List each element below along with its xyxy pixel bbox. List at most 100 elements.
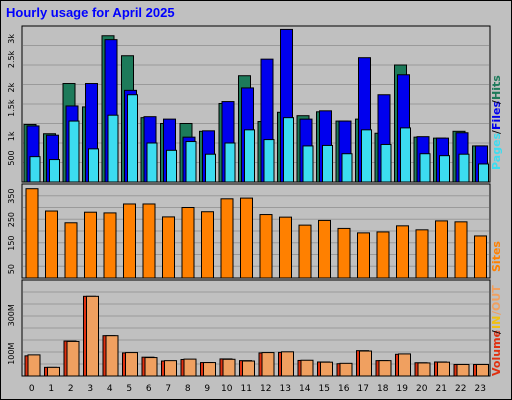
bar-out bbox=[437, 361, 450, 377]
bar-sites bbox=[64, 222, 78, 279]
y-tick-label: 350 bbox=[7, 188, 16, 203]
bar-sites bbox=[162, 216, 175, 279]
x-tick-label: 0 bbox=[29, 384, 35, 394]
bar-pages bbox=[185, 141, 197, 183]
bar-out bbox=[476, 363, 489, 377]
x-tick-label: 7 bbox=[165, 384, 171, 394]
bar-sites bbox=[220, 198, 234, 279]
y-tick-label: 2.5k bbox=[7, 50, 16, 68]
bar-out bbox=[320, 361, 333, 377]
y-tick-label: 1.5k bbox=[7, 99, 16, 117]
bar-out bbox=[47, 366, 60, 377]
bar-sites bbox=[103, 212, 117, 279]
bar-sites bbox=[454, 221, 468, 279]
x-tick-label: 10 bbox=[221, 384, 233, 394]
bar-sites bbox=[240, 197, 253, 279]
bar-pages bbox=[29, 156, 41, 183]
bar-out bbox=[456, 363, 470, 377]
x-tick-label: 20 bbox=[416, 384, 428, 394]
bar-sites bbox=[415, 229, 429, 279]
bar-sites bbox=[337, 227, 351, 279]
bar-out bbox=[86, 295, 99, 377]
bar-out bbox=[27, 354, 41, 377]
bar-pages bbox=[322, 144, 333, 183]
x-tick-label: 3 bbox=[87, 384, 93, 394]
bar-sites bbox=[435, 220, 448, 279]
bar-sites bbox=[201, 211, 214, 279]
x-tick-label: 1 bbox=[48, 384, 54, 394]
bar-pages bbox=[283, 117, 294, 183]
legend-in: IN bbox=[490, 316, 503, 329]
bar-sites bbox=[318, 219, 331, 279]
legend-sep-1: / bbox=[490, 130, 503, 134]
bar-pages bbox=[88, 148, 99, 183]
bar-sites bbox=[298, 224, 312, 279]
bar-pages bbox=[380, 143, 392, 183]
y-tick-label: 100M bbox=[7, 343, 16, 365]
bar-out bbox=[105, 335, 119, 377]
bar-out bbox=[125, 352, 138, 377]
bar-pages bbox=[263, 139, 275, 183]
bar-pages bbox=[205, 153, 216, 183]
bar-sites bbox=[357, 232, 370, 279]
bar-pages bbox=[361, 129, 372, 183]
bar-sites bbox=[259, 214, 273, 279]
bar-pages bbox=[478, 163, 489, 183]
bar-pages bbox=[127, 94, 138, 183]
bar-pages bbox=[49, 159, 60, 183]
bar-sites bbox=[25, 188, 39, 279]
x-tick-label: 15 bbox=[319, 384, 330, 394]
x-tick-label: 18 bbox=[377, 384, 389, 394]
bar-pages bbox=[458, 153, 470, 183]
bar-out bbox=[261, 352, 275, 377]
bar-out bbox=[144, 357, 158, 377]
x-tick-label: 11 bbox=[241, 384, 252, 394]
bar-sites bbox=[396, 225, 409, 279]
bar-out bbox=[359, 350, 372, 377]
bar-out bbox=[398, 353, 411, 377]
bar-sites bbox=[142, 203, 156, 279]
bar-sites bbox=[279, 216, 292, 279]
bar-out bbox=[66, 340, 80, 377]
x-tick-label: 9 bbox=[204, 384, 210, 394]
x-tick-label: 8 bbox=[185, 384, 191, 394]
legend-files: Files bbox=[490, 100, 503, 130]
bar-out bbox=[183, 358, 197, 377]
x-tick-label: 12 bbox=[260, 384, 271, 394]
x-tick-label: 19 bbox=[397, 384, 409, 394]
legend-sep-2: / bbox=[490, 100, 503, 104]
bar-pages bbox=[341, 153, 353, 183]
bar-out bbox=[281, 351, 294, 377]
bar-out bbox=[242, 360, 255, 377]
y-tick-label: 2k bbox=[7, 82, 16, 92]
legend-hits: Hits bbox=[490, 75, 503, 100]
legend-sep-3: / bbox=[490, 330, 503, 334]
bar-pages bbox=[166, 149, 177, 183]
x-tick-label: 13 bbox=[280, 384, 291, 394]
bar-pages bbox=[68, 120, 80, 183]
bar-sites bbox=[45, 210, 58, 279]
x-tick-label: 6 bbox=[146, 384, 152, 394]
x-tick-label: 2 bbox=[68, 384, 74, 394]
bar-pages bbox=[439, 155, 450, 183]
bar-out bbox=[222, 358, 236, 377]
bar-out bbox=[339, 362, 353, 377]
bar-out bbox=[378, 360, 392, 377]
bar-pages bbox=[146, 142, 158, 183]
x-tick-label: 16 bbox=[338, 384, 350, 394]
bar-out bbox=[164, 360, 177, 377]
chart-title: Hourly usage for April 2025 bbox=[6, 5, 175, 20]
y-tick-label: 50 bbox=[7, 264, 16, 274]
bar-sites bbox=[84, 211, 97, 279]
y-tick-label: 300M bbox=[7, 304, 16, 326]
legend-sites: Sites bbox=[490, 241, 503, 272]
legend-out: /OUT bbox=[490, 285, 503, 315]
x-tick-label: 22 bbox=[455, 384, 466, 394]
bar-pages bbox=[400, 127, 411, 183]
bar-out bbox=[300, 359, 314, 377]
x-tick-label: 21 bbox=[436, 384, 447, 394]
y-tick-label: 1k bbox=[7, 131, 16, 141]
x-tick-label: 5 bbox=[126, 384, 132, 394]
y-tick-label: 250 bbox=[7, 212, 16, 227]
